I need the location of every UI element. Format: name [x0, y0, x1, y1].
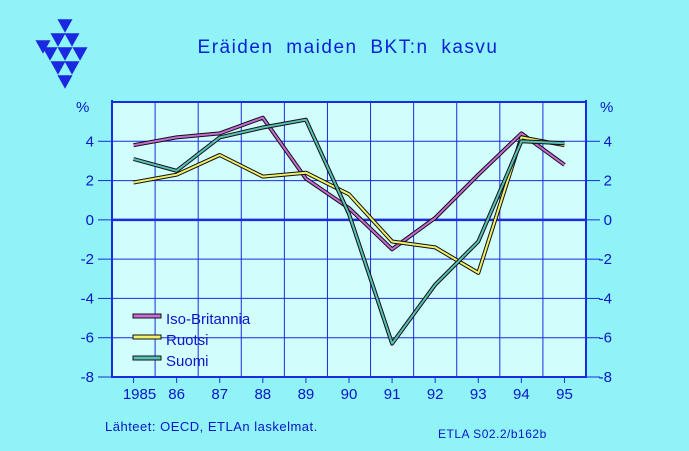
logo-triangle: [42, 47, 58, 61]
code-note: ETLA S02.2/b162b: [438, 427, 547, 441]
y-unit-right: %: [600, 99, 613, 116]
x-tick-label: 87: [211, 386, 228, 403]
legend-swatch: [132, 334, 162, 340]
y-tick-label-left: -6: [81, 330, 94, 347]
x-tick-label: 1985: [123, 386, 156, 403]
series-lines: [132, 115, 566, 346]
y-unit-left: %: [76, 99, 89, 116]
logo-triangle: [50, 33, 66, 47]
x-tick-label: 91: [384, 386, 401, 403]
y-tick-label-right: -2: [599, 251, 612, 268]
series-line: [133, 118, 565, 345]
legend-label: Suomi: [166, 353, 209, 370]
x-tick-label: 92: [427, 386, 444, 403]
logo-triangle: [64, 33, 80, 47]
y-axis-right: -8 -6 -4 -2 0 2 4: [586, 133, 612, 386]
y-tick-label-right: -8: [599, 369, 612, 386]
legend-swatch: [132, 313, 162, 319]
legend-swatch: [132, 355, 162, 361]
logo-triangle: [64, 61, 80, 75]
y-tick-label-left: 4: [86, 133, 94, 150]
y-tick-label-left: 0: [86, 212, 94, 229]
x-tick-label: 86: [168, 386, 185, 403]
x-tick-label: 88: [254, 386, 271, 403]
y-tick-label-right: 2: [604, 173, 612, 190]
x-tick-label: 89: [298, 386, 315, 403]
legend-label: Iso-Britannia: [166, 311, 251, 328]
chart-title: Eräiden maiden BKT:n kasvu: [198, 37, 499, 58]
y-tick-label-left: -4: [81, 290, 94, 307]
y-tick-label-right: -6: [599, 330, 612, 347]
logo-triangle: [57, 47, 73, 61]
y-tick-label-left: -2: [81, 251, 94, 268]
x-tick-label: 95: [556, 386, 573, 403]
x-tick-label: 93: [470, 386, 487, 403]
legend: Iso-Britannia Ruotsi Suomi: [132, 311, 251, 370]
source-note: Lähteet: OECD, ETLAn laskelmat.: [105, 419, 318, 434]
etla-logo: [35, 19, 88, 89]
y-tick-label-right: 4: [604, 133, 612, 150]
logo-triangle: [72, 47, 88, 61]
series-line: [133, 136, 565, 274]
legend-label: Ruotsi: [166, 332, 209, 349]
y-tick-label-left: -8: [81, 369, 94, 386]
logo-triangle: [50, 61, 66, 75]
y-axis-left: -8 -6 -4 -2 0 2 4: [81, 133, 112, 386]
logo-triangle: [57, 19, 73, 33]
logo-triangle: [35, 40, 51, 54]
logo-triangle: [57, 75, 73, 89]
y-tick-label-right: 0: [604, 212, 612, 229]
series-line: [133, 116, 566, 251]
y-tick-label-left: 2: [86, 173, 94, 190]
x-tick-label: 94: [513, 386, 530, 403]
grid-lines: [111, 100, 587, 377]
x-tick-label: 90: [341, 386, 358, 403]
y-tick-label-right: -4: [599, 290, 612, 307]
x-axis: 1985 86 87 88 89 90 91 92 93 94 95: [123, 377, 573, 403]
